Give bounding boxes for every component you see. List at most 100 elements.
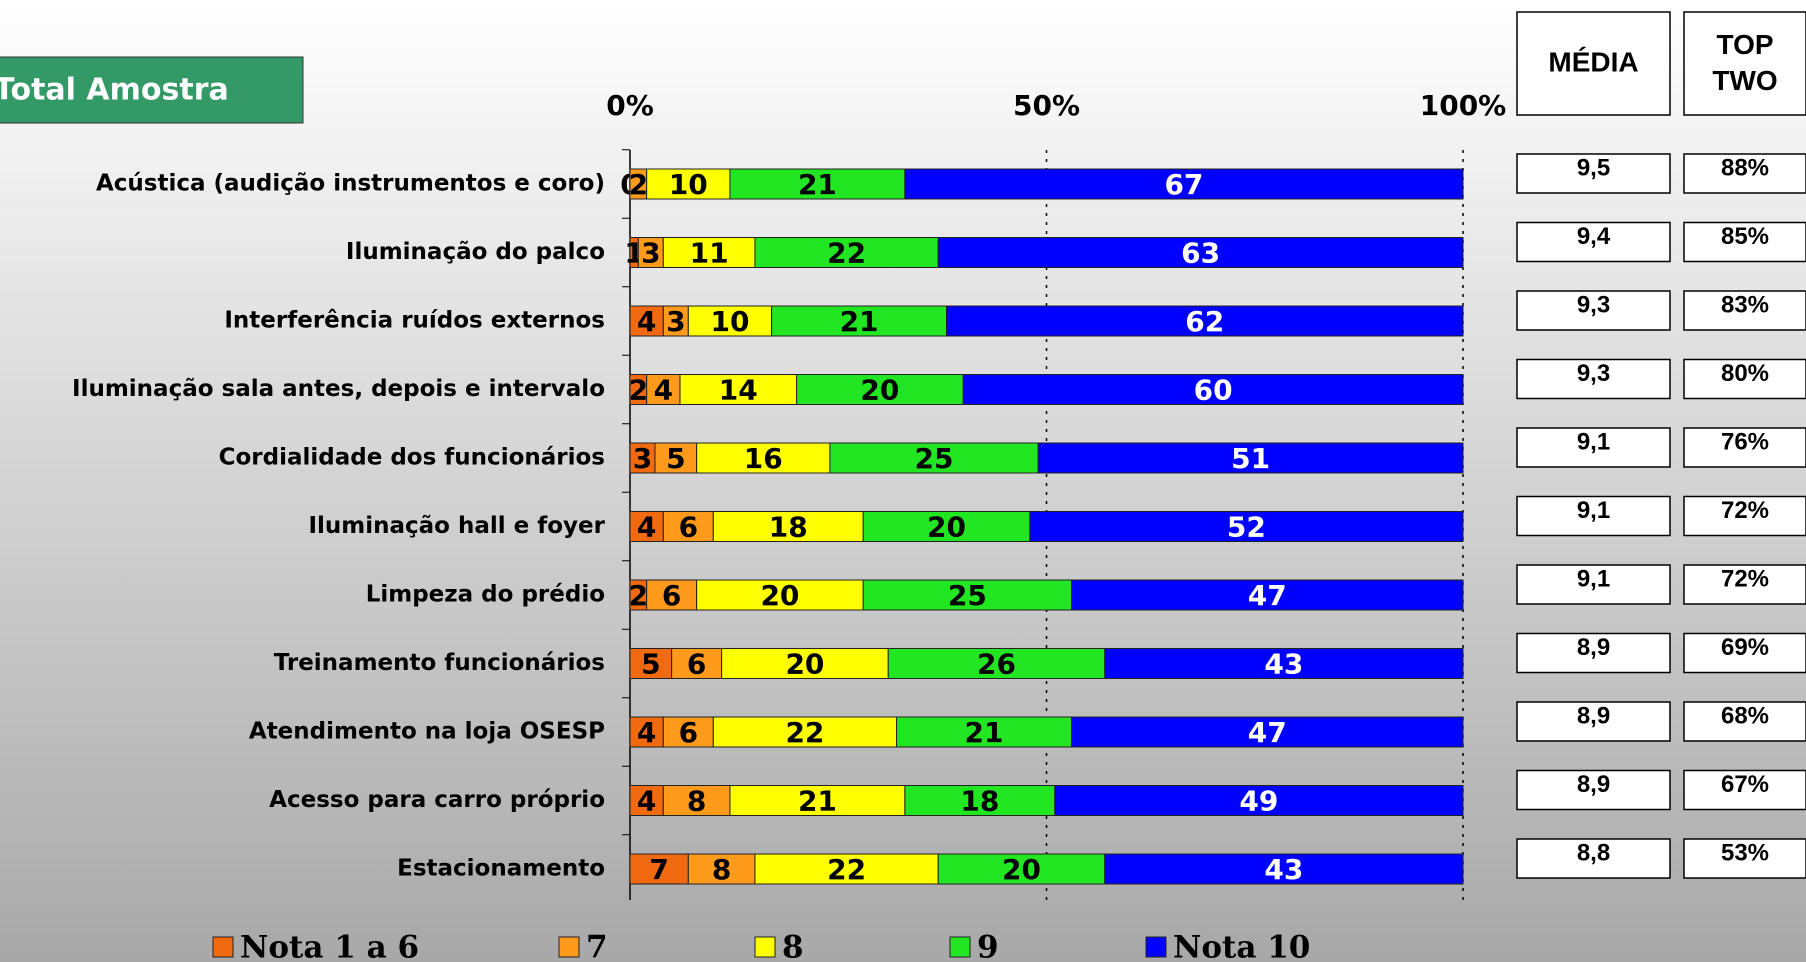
category-label: Interferência ruídos externos [224, 308, 605, 334]
bar-segment [1104, 648, 1464, 679]
cell-text: 8,9 [1577, 771, 1610, 798]
data-label: 20 [760, 579, 799, 612]
data-label: 16 [744, 442, 783, 475]
cell-text: 72% [1721, 497, 1769, 524]
bar-segment [729, 785, 906, 816]
legend-label: 8 [782, 930, 804, 962]
cell-text: 9,1 [1577, 497, 1610, 524]
bar-segment [771, 305, 948, 337]
data-label: 67 [1164, 168, 1203, 201]
cell-box [1683, 153, 1806, 194]
chart-title: Total Amostra [0, 73, 229, 108]
category-label: Treinamento funcionários [274, 650, 605, 676]
data-label: 5 [666, 442, 685, 475]
cell-box [1683, 290, 1806, 331]
cell-box [1683, 427, 1806, 468]
data-label: 6 [679, 511, 698, 544]
bar-segment [862, 511, 1031, 542]
bar-segment [1029, 511, 1464, 542]
bar-segment [646, 168, 731, 200]
cell-box [1683, 701, 1806, 742]
cell-text: 80% [1721, 360, 1769, 387]
category-label: Acústica (audição instrumentos e coro) [96, 171, 605, 197]
bar-segment [671, 648, 723, 679]
bar-segment [1054, 785, 1464, 816]
cell-box [1516, 290, 1671, 331]
bar-segment [712, 716, 898, 748]
data-label: 5 [641, 648, 660, 681]
data-label: 8 [687, 785, 706, 818]
bar-segment [662, 511, 714, 542]
data-label: 20 [1002, 853, 1041, 886]
bar-segment [937, 853, 1106, 885]
data-label: 25 [915, 442, 954, 475]
bar-segment [712, 511, 864, 542]
bar-segment [696, 579, 864, 611]
bar-segment [1037, 442, 1464, 474]
data-label: 2 [629, 579, 648, 612]
data-label: 3 [666, 305, 685, 338]
cell-box [1683, 632, 1806, 674]
bar-segment [696, 442, 831, 474]
bar-segment [687, 305, 773, 337]
data-label: 4 [637, 785, 656, 818]
category-label: Iluminação do palco [346, 239, 605, 265]
data-label: 20 [927, 511, 966, 544]
data-label: 4 [637, 305, 656, 338]
bar-segment [662, 305, 689, 337]
data-label: 21 [840, 305, 879, 338]
data-label: 6 [679, 716, 698, 749]
data-label: 43 [1264, 853, 1303, 886]
cell-text: 85% [1721, 223, 1769, 250]
cell-box [1516, 153, 1671, 194]
data-label: 18 [960, 785, 999, 818]
data-label: 2 [629, 374, 648, 407]
cell-text: 9,5 [1577, 154, 1610, 181]
header-label: MÉDIA [1548, 46, 1638, 77]
legend-swatch [1145, 936, 1167, 958]
cell-box [1516, 358, 1671, 400]
category-label: Atendimento na loja OSESP [249, 719, 605, 745]
cell-text: 72% [1721, 565, 1769, 592]
bar-segment [729, 168, 906, 200]
data-label: 4 [637, 716, 656, 749]
data-label: 22 [827, 853, 866, 886]
cell-box [1516, 701, 1671, 742]
legend-swatch [754, 936, 776, 958]
data-label: 6 [687, 648, 706, 681]
cell-text: 8,8 [1577, 839, 1610, 866]
cell-text: 53% [1721, 839, 1769, 866]
data-label: 2 [629, 168, 648, 201]
legend-swatch [558, 936, 580, 958]
bar-segment [629, 648, 673, 679]
category-label: Estacionamento [397, 856, 605, 882]
x-tick-label: 100% [1420, 89, 1507, 122]
bar-segment [1104, 853, 1464, 885]
header-label: TOP TWO [1712, 29, 1777, 96]
data-label: 22 [827, 237, 866, 270]
data-label: 26 [977, 648, 1016, 681]
cell-box [1683, 221, 1806, 263]
data-label: 10 [669, 168, 708, 201]
data-label: 47 [1248, 579, 1287, 612]
data-label: 62 [1185, 305, 1224, 338]
bar-segment [637, 237, 664, 268]
data-label: 51 [1231, 442, 1270, 475]
data-label: 10 [710, 305, 749, 338]
bar-segment [1070, 716, 1464, 748]
bar-segment [896, 716, 1072, 748]
legend-label: 7 [586, 930, 608, 962]
cell-text: 8,9 [1577, 702, 1610, 729]
bar-segment [679, 374, 798, 405]
cell-text: 67% [1721, 771, 1769, 798]
cell-box [1683, 838, 1806, 879]
data-label: 7 [649, 853, 668, 886]
legend-swatch [212, 936, 234, 958]
data-label: 4 [637, 511, 656, 544]
cell-text: 9,3 [1577, 291, 1610, 318]
data-label: 3 [641, 237, 660, 270]
data-label: 3 [633, 442, 652, 475]
bar-segment [962, 374, 1464, 405]
